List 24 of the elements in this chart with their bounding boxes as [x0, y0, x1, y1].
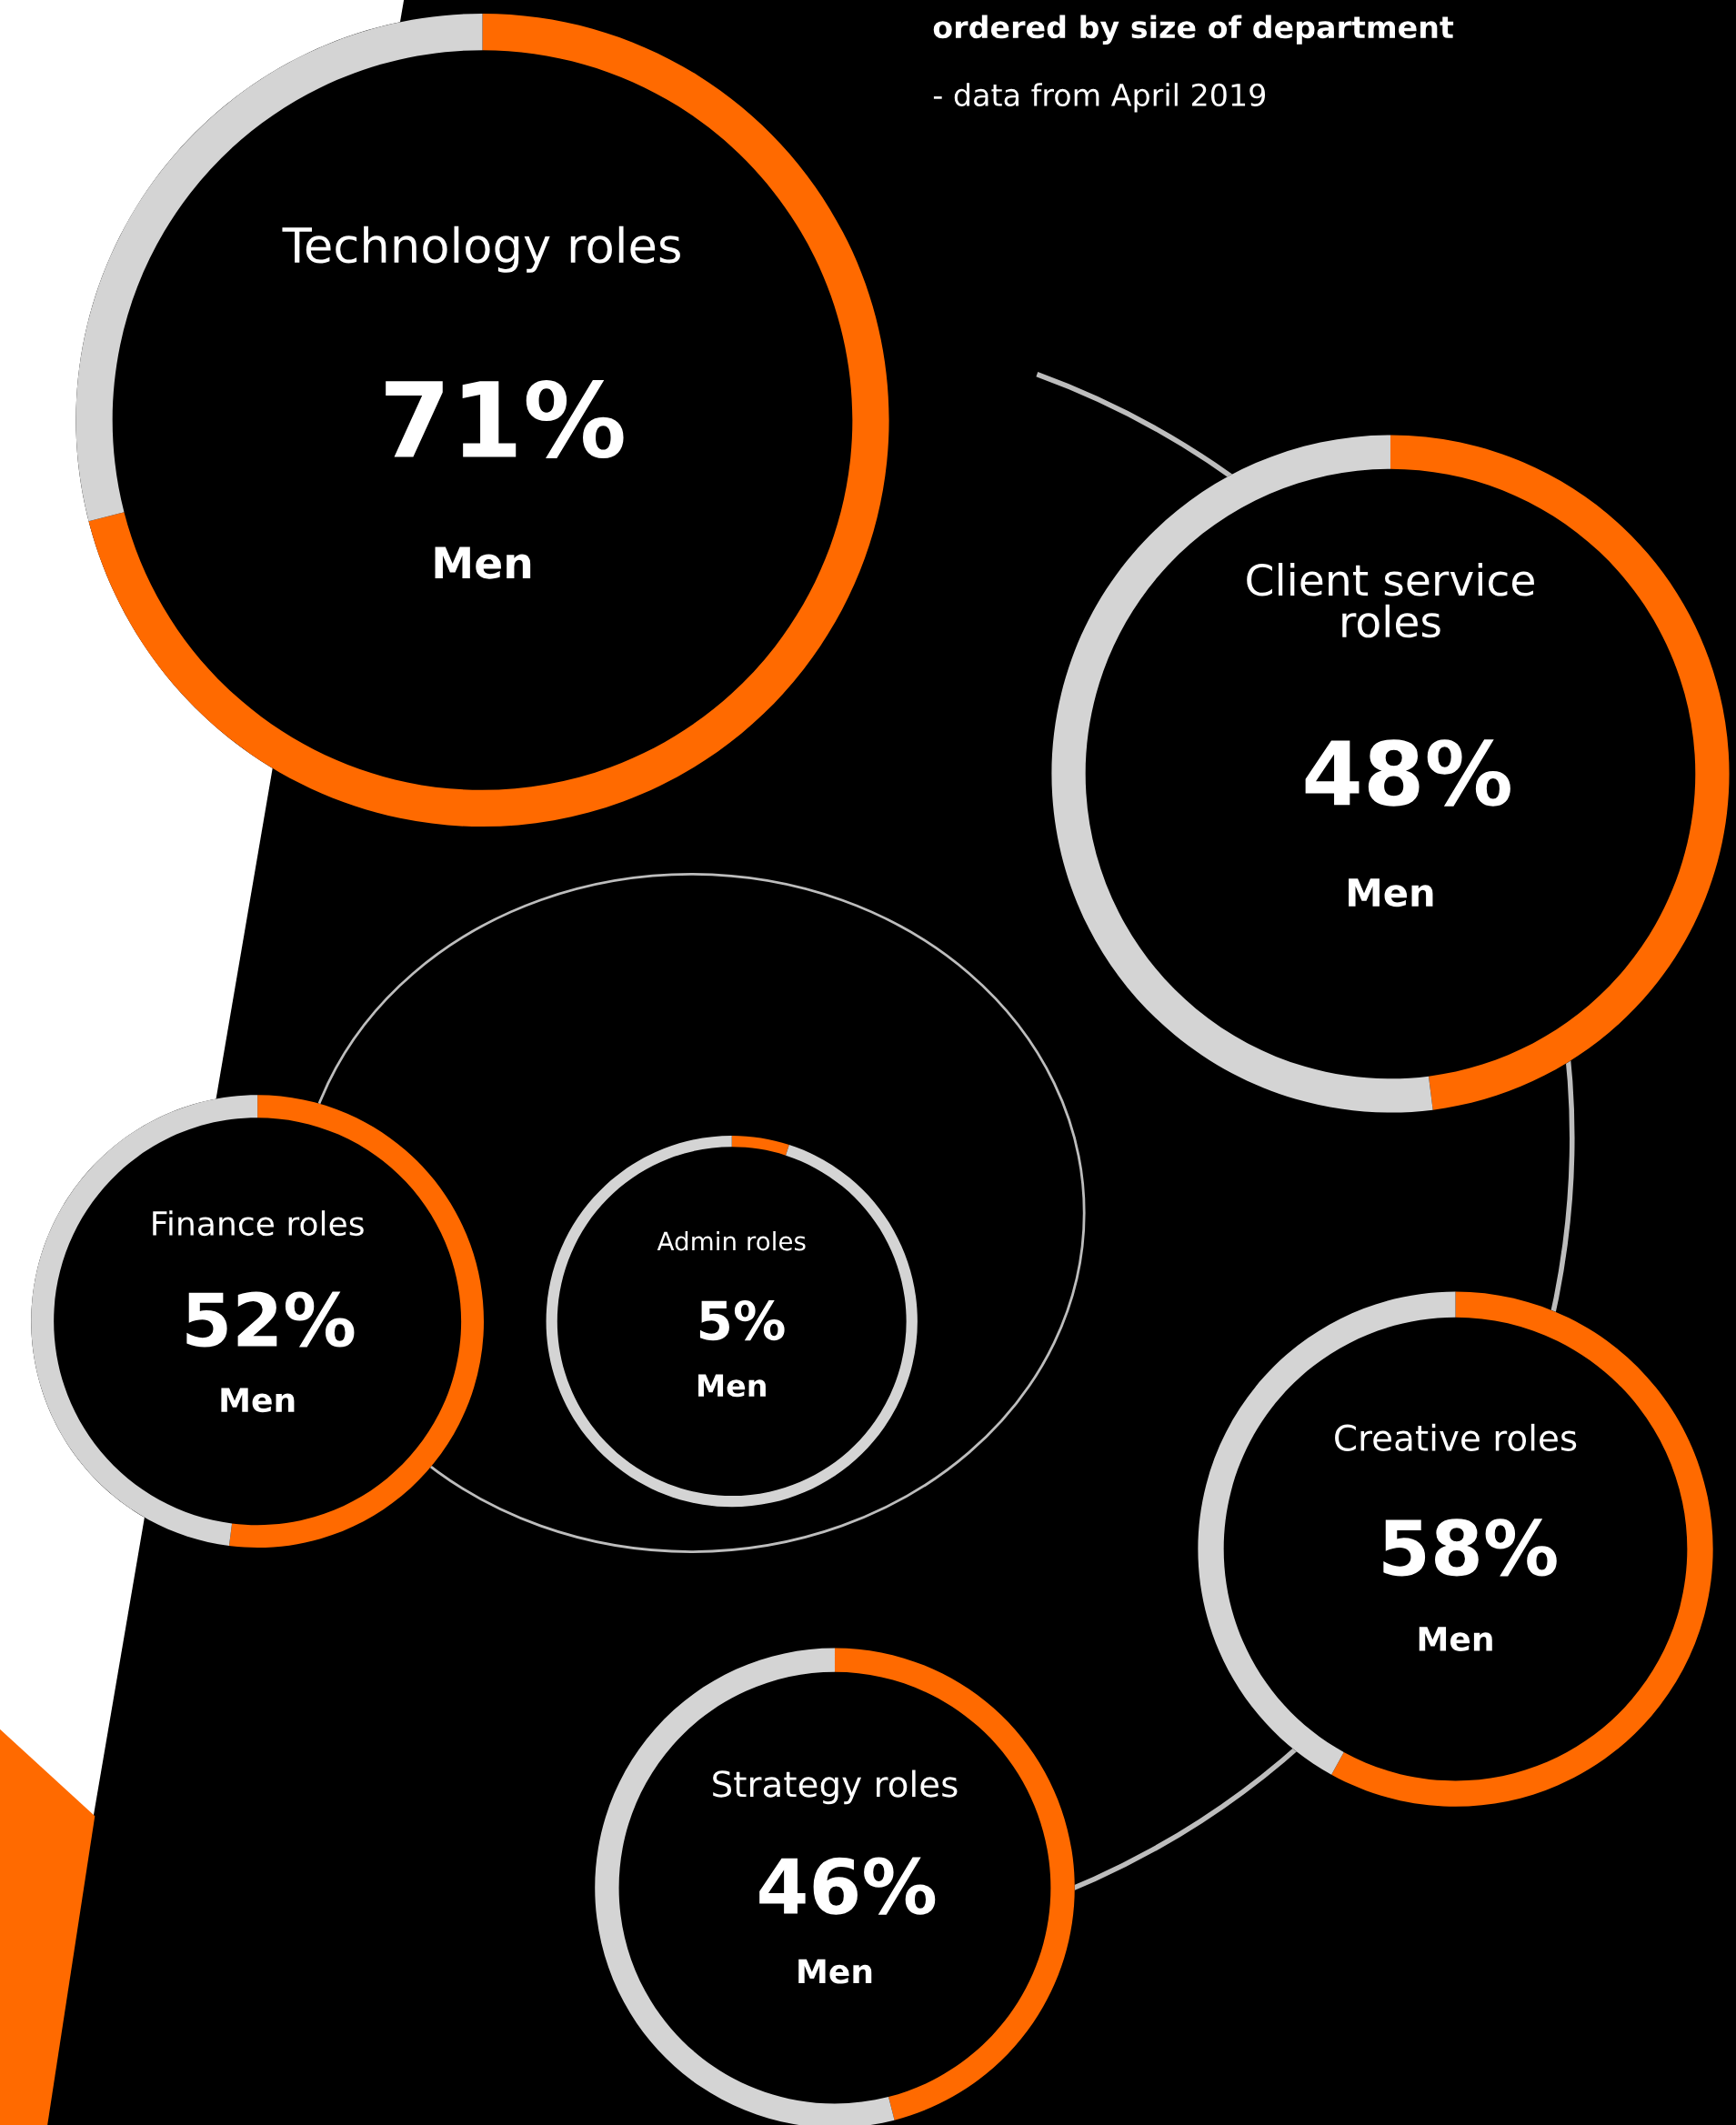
text: Admin roles — [657, 1230, 806, 1251]
text: Men — [1419, 1627, 1492, 1651]
text: 52% — [186, 1291, 355, 1348]
donut-slice — [546, 1136, 918, 1508]
text: Men — [1349, 878, 1433, 907]
text: 5% — [699, 1300, 785, 1341]
text: 71% — [386, 379, 624, 459]
text: Men — [698, 1374, 766, 1398]
text: Creative roles — [1335, 1423, 1577, 1451]
text: Client service roles — [1247, 563, 1534, 638]
donut-slice — [1331, 1291, 1713, 1807]
text: Finance roles — [153, 1210, 364, 1237]
text: Strategy roles — [713, 1769, 958, 1805]
text: Men — [221, 1388, 295, 1413]
text: ordered by size of department — [933, 15, 1454, 45]
donut-slice — [731, 1136, 789, 1156]
text: Men — [798, 1959, 872, 1984]
donut-slice — [88, 13, 889, 827]
text: Technology roles — [282, 226, 680, 273]
text: 58% — [1383, 1519, 1557, 1577]
text: Men — [435, 546, 531, 579]
text: 48% — [1305, 739, 1510, 807]
text: 46% — [759, 1857, 936, 1915]
text: - data from April 2019 — [933, 83, 1266, 113]
